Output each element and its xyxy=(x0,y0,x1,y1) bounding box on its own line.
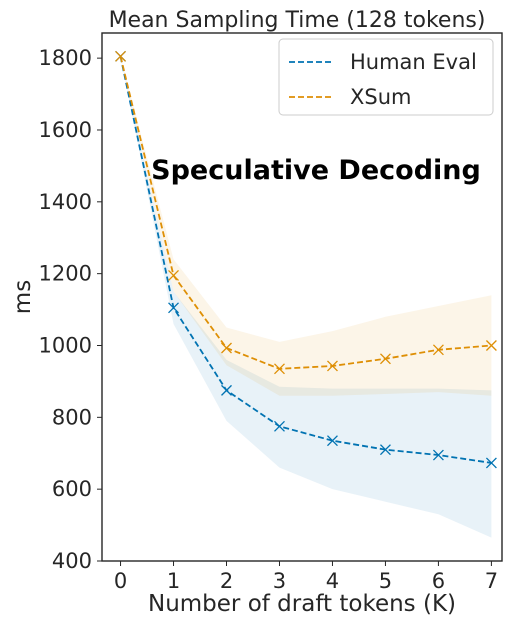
point-xsum-2 xyxy=(221,342,232,354)
x-tick-label: 5 xyxy=(379,569,392,593)
y-tick-label: 1200 xyxy=(39,262,92,286)
legend-item-human-eval: Human Eval xyxy=(289,50,477,74)
y-tick-label: 800 xyxy=(52,405,92,429)
chart-title: Mean Sampling Time (128 tokens) xyxy=(109,8,486,33)
x-tick-label: 2 xyxy=(220,569,233,593)
x-tick-label: 0 xyxy=(114,569,127,593)
line-xsum xyxy=(119,56,492,370)
point-human-eval-5 xyxy=(379,444,391,456)
point-xsum-0 xyxy=(115,50,127,62)
x-axis-ticks: 0 1 2 3 4 5 6 7 xyxy=(114,561,498,593)
legend-label: XSum xyxy=(350,85,411,109)
x-tick-label: 4 xyxy=(326,569,339,593)
x-tick-label: 1 xyxy=(167,569,180,593)
legend-box xyxy=(278,38,494,116)
point-human-eval-6 xyxy=(432,449,444,461)
series-lines xyxy=(119,56,492,464)
legend-label: Human Eval xyxy=(350,50,477,74)
point-xsum-3 xyxy=(274,363,285,375)
y-tick-label: 1800 xyxy=(39,46,92,70)
y-tick-label: 1600 xyxy=(39,118,92,142)
point-human-eval-7 xyxy=(485,457,497,469)
x-tick-label: 7 xyxy=(485,569,498,593)
y-tick-label: 1400 xyxy=(39,190,92,214)
x-tick-label: 6 xyxy=(432,569,445,593)
y-axis-ticks: 400 600 800 1000 1200 1400 1600 1800 xyxy=(39,46,102,573)
y-axis-label: ms xyxy=(10,280,36,314)
point-human-eval-1 xyxy=(168,302,179,314)
line-human-eval xyxy=(119,56,492,464)
y-tick-label: 400 xyxy=(52,549,92,573)
confidence-bands xyxy=(120,56,492,538)
point-human-eval-3 xyxy=(274,420,285,432)
y-tick-label: 600 xyxy=(52,477,92,501)
y-tick-label: 1000 xyxy=(39,333,92,357)
series-markers xyxy=(115,50,497,469)
legend-item-xsum: XSum xyxy=(289,85,411,109)
point-xsum-1 xyxy=(168,269,179,281)
plot-frame xyxy=(101,32,503,562)
point-xsum-5 xyxy=(379,353,391,365)
x-tick-label: 3 xyxy=(273,569,286,593)
point-human-eval-4 xyxy=(327,435,338,447)
point-xsum-7 xyxy=(485,340,497,351)
point-xsum-6 xyxy=(432,344,444,356)
x-axis-label: Number of draft tokens (K) xyxy=(148,591,456,617)
point-human-eval-2 xyxy=(221,384,232,396)
band-xsum xyxy=(120,56,492,396)
annotation-label: Speculative Decoding xyxy=(151,155,481,186)
band-human-eval xyxy=(120,56,492,538)
point-xsum-4 xyxy=(327,360,338,372)
legend: Human Eval XSum xyxy=(278,38,494,116)
